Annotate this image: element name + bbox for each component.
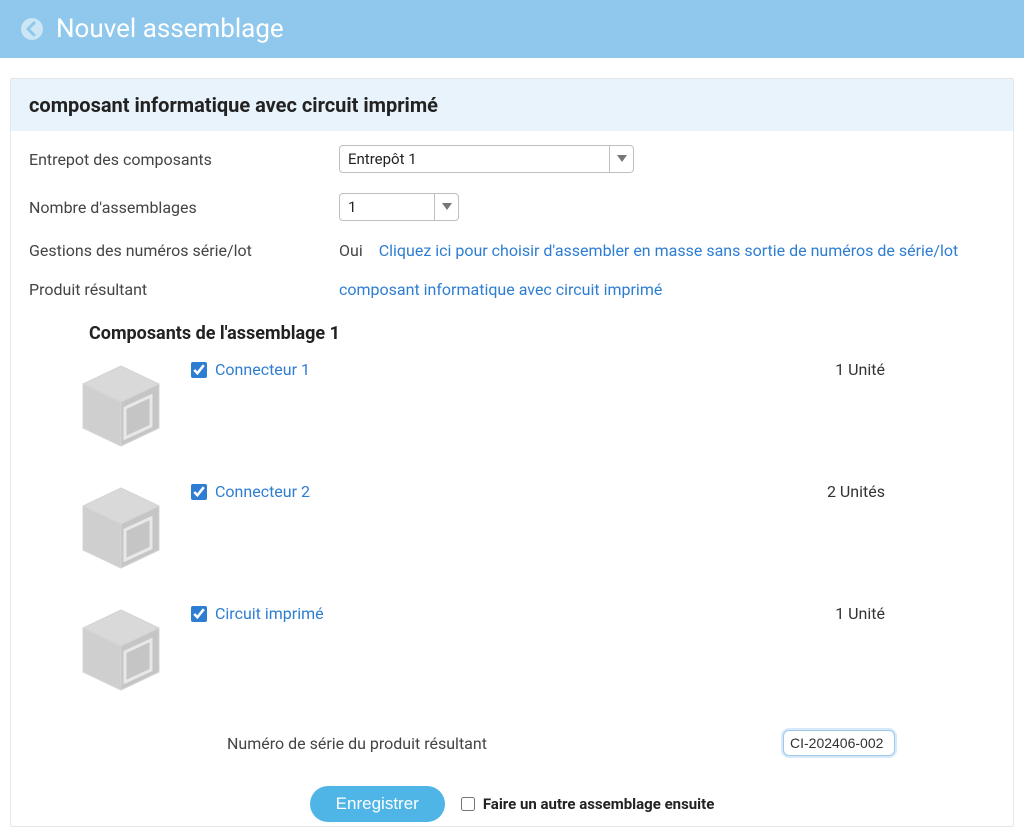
section-title: composant informatique avec circuit impr…: [11, 79, 1013, 131]
component-row: Circuit imprimé 1 Unité: [11, 600, 1013, 722]
component-link[interactable]: Connecteur 2: [215, 482, 310, 501]
serial-mgmt-prefix: Oui: [339, 241, 363, 260]
component-qty: 2 Unités: [827, 482, 995, 501]
row-serial-mgmt: Gestions des numéros série/lot Oui Cliqu…: [11, 231, 1013, 270]
label-result-product: Produit résultant: [29, 280, 339, 299]
chevron-down-icon: [609, 146, 633, 172]
component-link[interactable]: Circuit imprimé: [215, 604, 324, 623]
cube-icon: [71, 356, 191, 460]
row-count: Nombre d'assemblages 1: [11, 183, 1013, 231]
component-checkbox[interactable]: [191, 484, 207, 500]
page-title: Nouvel assemblage: [56, 14, 284, 44]
label-result-serial: Numéro de série du produit résultant: [227, 734, 487, 753]
component-checkbox[interactable]: [191, 606, 207, 622]
row-warehouse: Entrepot des composants Entrepôt 1: [11, 135, 1013, 183]
count-select[interactable]: 1: [339, 193, 459, 221]
cube-icon: [71, 600, 191, 704]
row-result-product: Produit résultant composant informatique…: [11, 270, 1013, 309]
label-count: Nombre d'assemblages: [29, 198, 339, 217]
page-header: Nouvel assemblage: [0, 0, 1024, 58]
component-qty: 1 Unité: [835, 360, 995, 379]
main-panel: composant informatique avec circuit impr…: [10, 78, 1014, 827]
save-button[interactable]: Enregistrer: [310, 786, 445, 822]
form-area: Entrepot des composants Entrepôt 1 Nombr…: [11, 131, 1013, 309]
components-title: Composants de l'assemblage 1: [11, 309, 1013, 356]
warehouse-select[interactable]: Entrepôt 1: [339, 145, 634, 173]
result-product-link[interactable]: composant informatique avec circuit impr…: [339, 280, 662, 299]
footer: Enregistrer Faire un autre assemblage en…: [11, 774, 1013, 826]
row-result-serial: Numéro de série du produit résultant: [11, 722, 1013, 774]
bulk-assemble-link[interactable]: Cliquez ici pour choisir d'assembler en …: [379, 241, 959, 260]
follow-label: Faire un autre assemblage ensuite: [483, 795, 715, 813]
warehouse-select-value: Entrepôt 1: [340, 146, 609, 172]
count-select-value: 1: [340, 194, 434, 220]
label-warehouse: Entrepot des composants: [29, 150, 339, 169]
component-checkbox[interactable]: [191, 362, 207, 378]
components-list: Connecteur 11 UnitéConnecteur 22 UnitésC…: [11, 356, 1013, 722]
component-link[interactable]: Connecteur 1: [215, 360, 310, 379]
result-serial-input[interactable]: [783, 730, 895, 756]
component-row: Connecteur 2 2 Unités: [11, 478, 1013, 600]
cube-icon: [71, 478, 191, 582]
chevron-down-icon: [434, 194, 458, 220]
component-row: Connecteur 1 1 Unité: [11, 356, 1013, 478]
follow-checkbox[interactable]: [461, 797, 475, 811]
back-icon[interactable]: [20, 17, 44, 41]
follow-wrap: Faire un autre assemblage ensuite: [461, 795, 715, 813]
label-serial-mgmt: Gestions des numéros série/lot: [29, 241, 339, 260]
component-qty: 1 Unité: [835, 604, 995, 623]
